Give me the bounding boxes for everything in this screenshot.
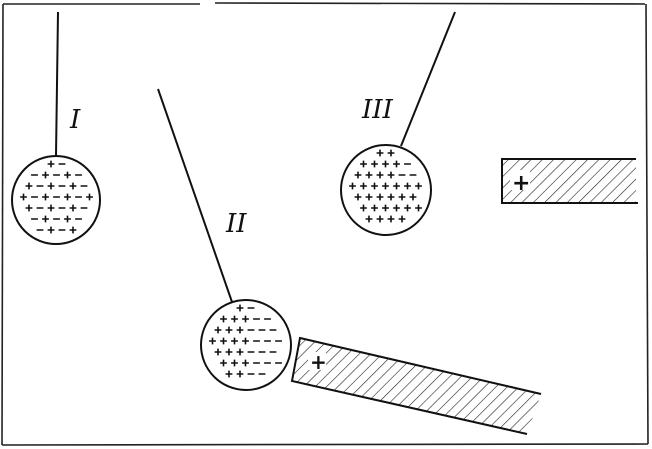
plus-charge-mark [64, 215, 71, 223]
plus-charge-mark [47, 182, 55, 190]
plus-charge-mark [382, 160, 389, 168]
plus-charge-mark [225, 326, 233, 334]
plus-charge-mark [86, 193, 93, 201]
plus-charge-mark [376, 193, 384, 201]
ball-1 [11, 155, 101, 245]
plus-charge-mark [242, 359, 249, 367]
plus-charge-mark [387, 215, 395, 223]
rod-3-plus-sign: + [512, 171, 530, 196]
plus-charge-mark [360, 182, 367, 190]
plus-charge-mark [20, 193, 27, 201]
label-ball-3: III [361, 95, 394, 125]
ball-2-charges [209, 304, 282, 378]
plus-charge-mark [398, 215, 406, 223]
ball-1-group: I [11, 11, 101, 245]
plus-charge-mark [365, 215, 373, 223]
ball-2-group: II [157, 88, 292, 391]
ball-1-thread [55, 11, 59, 157]
plus-charge-mark [42, 193, 49, 201]
ball-3-thread [400, 11, 456, 147]
ball-3-charges [349, 149, 422, 223]
plus-charge-mark [231, 359, 238, 367]
plus-charge-mark [236, 326, 244, 334]
plus-charge-mark [69, 204, 77, 212]
ball-2-thread [157, 88, 233, 303]
plus-charge-mark [376, 149, 384, 157]
plus-charge-mark [387, 149, 395, 157]
plus-charge-mark [371, 160, 378, 168]
plus-charge-mark [382, 182, 389, 190]
rod-3: + [501, 158, 638, 204]
plus-charge-mark [25, 204, 33, 212]
plus-charge-mark [415, 204, 422, 212]
ball-1-charges [20, 160, 93, 234]
label-ball-1: I [69, 105, 81, 135]
plus-charge-mark [360, 160, 367, 168]
ball-3 [340, 144, 432, 236]
plus-charge-mark [47, 160, 55, 168]
label-ball-2: II [225, 209, 247, 239]
plus-charge-mark [376, 215, 384, 223]
plus-charge-mark [25, 182, 33, 190]
plus-charge-mark [393, 182, 400, 190]
plus-charge-mark [231, 315, 238, 323]
plus-charge-mark [404, 182, 411, 190]
plus-charge-mark [387, 193, 395, 201]
plus-charge-mark [236, 370, 244, 378]
plus-charge-mark [236, 348, 244, 356]
plus-charge-mark [404, 204, 411, 212]
plus-charge-mark [242, 337, 249, 345]
plus-charge-mark [220, 359, 227, 367]
plus-charge-mark [209, 337, 216, 345]
plus-charge-mark [354, 171, 362, 179]
plus-charge-mark [393, 160, 400, 168]
plus-charge-mark [382, 204, 389, 212]
plus-charge-mark [225, 370, 233, 378]
plus-charge-mark [349, 182, 356, 190]
plus-charge-mark [354, 193, 362, 201]
plus-charge-mark [42, 215, 49, 223]
plus-charge-mark [220, 315, 227, 323]
plus-charge-mark [376, 171, 384, 179]
plus-charge-mark [365, 193, 373, 201]
plus-charge-mark [69, 182, 77, 190]
plus-charge-mark [214, 326, 222, 334]
plus-charge-mark [64, 171, 71, 179]
rod-2: + [290, 336, 542, 435]
plus-charge-mark [42, 171, 49, 179]
plus-charge-mark [409, 193, 417, 201]
plus-charge-mark [398, 193, 406, 201]
plus-charge-mark [415, 182, 422, 190]
plus-charge-mark [47, 204, 55, 212]
plus-charge-mark [371, 182, 378, 190]
plus-charge-mark [69, 226, 77, 234]
ball-2 [200, 299, 292, 391]
plus-charge-mark [225, 348, 233, 356]
plus-charge-mark [242, 315, 249, 323]
rod-2-plus-sign: + [310, 350, 327, 374]
plus-charge-mark [393, 204, 400, 212]
plus-charge-mark [231, 337, 238, 345]
plus-charge-mark [387, 171, 395, 179]
plus-charge-mark [64, 193, 71, 201]
plus-charge-mark [214, 348, 222, 356]
ball-3-group: III [340, 11, 456, 236]
plus-charge-mark [220, 337, 227, 345]
plus-charge-mark [371, 204, 378, 212]
plus-charge-mark [360, 204, 367, 212]
plus-charge-mark [365, 171, 373, 179]
plus-charge-mark [47, 226, 55, 234]
plus-charge-mark [236, 304, 244, 312]
